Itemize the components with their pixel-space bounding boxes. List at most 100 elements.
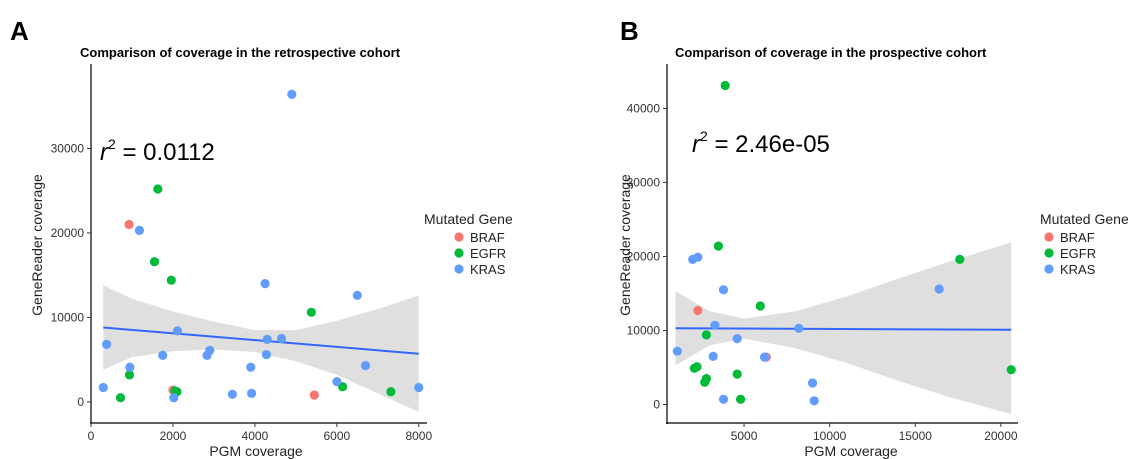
regression-line-b bbox=[675, 327, 1012, 331]
panel-letter-a: A bbox=[10, 16, 29, 46]
chart-title-b: Comparison of coverage in the prospectiv… bbox=[675, 45, 987, 60]
legend-title-a: Mutated Gene bbox=[424, 211, 513, 227]
chart-title-a: Comparison of coverage in the retrospect… bbox=[80, 45, 401, 60]
y-axis-title-b: GeneReader coverage bbox=[617, 174, 633, 316]
y-tick-label: 20000 bbox=[627, 249, 661, 263]
data-point-egfr bbox=[153, 184, 163, 194]
x-axis-title-a: PGM coverage bbox=[209, 443, 303, 459]
r-superscript-a: 2 bbox=[108, 136, 116, 152]
legend-label-kras: KRAS bbox=[470, 262, 506, 277]
data-point-kras bbox=[158, 350, 168, 360]
data-point-kras bbox=[227, 389, 237, 399]
y-tick-label: 40000 bbox=[627, 101, 661, 115]
data-point-egfr bbox=[955, 254, 965, 264]
panel-letter-b: B bbox=[620, 16, 639, 46]
x-tick-label: 15000 bbox=[899, 429, 933, 443]
data-point-egfr bbox=[732, 369, 742, 379]
data-point-braf bbox=[124, 219, 134, 230]
y-tick-label: 30000 bbox=[51, 141, 85, 155]
legend-key-kras bbox=[454, 264, 464, 274]
r-squared-value-a: = 0.0112 bbox=[116, 139, 215, 166]
data-point-kras bbox=[718, 394, 729, 404]
y-tick-label: 30000 bbox=[627, 175, 661, 189]
data-point-kras bbox=[732, 334, 742, 344]
legend-label-egfr: EGFR bbox=[1060, 246, 1096, 261]
data-point-kras bbox=[710, 320, 720, 330]
data-point-kras bbox=[287, 89, 297, 99]
data-point-egfr bbox=[124, 370, 135, 380]
data-point-egfr bbox=[115, 393, 126, 403]
data-point-egfr bbox=[701, 374, 712, 384]
data-point-kras bbox=[169, 393, 179, 403]
data-point-kras bbox=[246, 362, 256, 372]
data-point-egfr bbox=[149, 257, 160, 267]
data-point-kras bbox=[172, 326, 183, 336]
x-tick-label: 8000 bbox=[405, 429, 432, 443]
x-tick-label: 10000 bbox=[813, 429, 847, 443]
data-point-egfr bbox=[755, 301, 765, 311]
data-point-kras bbox=[360, 361, 371, 371]
y-tick-label: 10000 bbox=[51, 310, 85, 324]
data-point-egfr bbox=[386, 387, 396, 397]
legend-title-b: Mutated Gene bbox=[1040, 211, 1129, 227]
data-point-kras bbox=[134, 225, 144, 235]
data-point-kras bbox=[718, 285, 729, 295]
data-point-kras bbox=[332, 377, 342, 387]
confidence-band-a bbox=[103, 285, 419, 412]
x-tick-label: 0 bbox=[88, 429, 95, 443]
r-squared-value-b: = 2.46e-05 bbox=[708, 131, 830, 158]
data-point-kras bbox=[807, 378, 818, 388]
data-point-braf bbox=[309, 390, 319, 400]
regression-line-a bbox=[103, 326, 419, 355]
data-point-egfr bbox=[692, 362, 702, 372]
x-tick-label: 4000 bbox=[242, 429, 269, 443]
data-point-kras bbox=[262, 334, 272, 344]
legend-label-kras: KRAS bbox=[1060, 262, 1096, 277]
r-superscript-b: 2 bbox=[700, 128, 708, 144]
data-point-kras bbox=[202, 350, 212, 360]
data-point-kras bbox=[934, 284, 944, 294]
y-tick-label: 0 bbox=[653, 397, 660, 411]
data-point-kras bbox=[414, 382, 424, 393]
y-tick-label: 0 bbox=[77, 395, 84, 409]
data-point-egfr bbox=[713, 241, 724, 251]
data-point-kras bbox=[352, 290, 362, 300]
y-tick-label: 10000 bbox=[627, 323, 661, 337]
data-point-kras bbox=[760, 352, 770, 362]
data-point-kras bbox=[102, 339, 112, 349]
y-tick-label: 20000 bbox=[51, 226, 85, 240]
data-point-kras bbox=[98, 382, 108, 393]
x-tick-label: 5000 bbox=[731, 429, 758, 443]
r-symbol-a: r bbox=[100, 139, 109, 166]
data-point-kras bbox=[276, 333, 287, 344]
data-point-kras bbox=[708, 351, 718, 361]
data-point-kras bbox=[125, 362, 135, 372]
data-point-kras bbox=[672, 346, 682, 356]
data-point-braf bbox=[693, 305, 703, 316]
data-point-kras bbox=[693, 252, 703, 262]
r-symbol-b: r bbox=[692, 131, 701, 158]
data-point-egfr bbox=[306, 307, 316, 317]
data-point-egfr bbox=[736, 394, 746, 404]
legend-key-braf bbox=[1044, 232, 1054, 242]
x-tick-label: 20000 bbox=[984, 429, 1018, 443]
data-point-kras bbox=[794, 323, 804, 333]
legend-key-braf bbox=[454, 232, 464, 242]
legend-key-egfr bbox=[1044, 248, 1054, 258]
data-point-kras bbox=[247, 388, 257, 398]
legend-key-egfr bbox=[454, 248, 464, 258]
x-tick-label: 6000 bbox=[324, 429, 351, 443]
legend-label-braf: BRAF bbox=[470, 230, 505, 245]
plot-area-a: 0 10000 20000 30000 0 2000 4000 6000 8000 bbox=[51, 64, 432, 443]
data-point-egfr bbox=[720, 80, 730, 91]
data-point-kras bbox=[261, 350, 271, 360]
data-point-egfr bbox=[701, 330, 712, 340]
x-tick-label: 2000 bbox=[160, 429, 187, 443]
legend-key-kras bbox=[1044, 264, 1054, 274]
legend-label-egfr: EGFR bbox=[470, 246, 506, 261]
data-point-egfr bbox=[166, 275, 176, 285]
r-squared-annotation-a: r2 = 0.0112 bbox=[100, 136, 215, 166]
data-point-kras bbox=[809, 396, 819, 406]
